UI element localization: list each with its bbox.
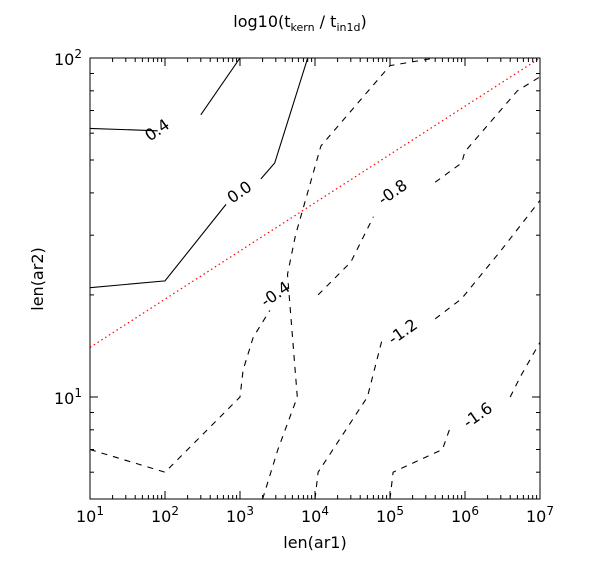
contour-line [90,310,271,473]
contour-label: -0.8 [374,175,410,208]
chart-title: log10(tkern / tin1d) [233,12,366,34]
contour-label: -1.2 [384,315,420,348]
x-tick-label: 105 [376,504,404,526]
contour-line [434,200,540,320]
contour-label: -1.6 [459,398,495,431]
plot-frame [89,57,541,500]
x-tick-label: 106 [451,504,479,526]
contour-line [509,342,540,398]
contour-line [90,204,227,289]
contour-level-neg0_8: -0.8 [314,76,540,499]
contour-line [314,337,384,499]
plot-area: 0.4 0.0 -0.4 -0.8 -1.2 -1.6 [90,58,540,499]
contour-line [317,216,374,296]
contour-line [260,58,309,180]
contour-line [90,127,158,132]
y-axis-label: len(ar2) [28,247,47,310]
contour-label: 0.0 [224,177,256,207]
x-axis-label: len(ar1) [283,533,346,552]
contour-line [262,58,436,499]
x-tick-label: 101 [76,504,104,526]
contour-level-neg0_4: -0.4 [90,58,436,499]
reference-line [90,58,540,348]
contour-level-neg1_2: -1.2 [384,200,540,499]
x-tick-label: 104 [301,504,329,526]
y-tick-label: 102 [54,47,82,69]
contour-label: 0.4 [141,115,173,145]
x-tick-label: 107 [526,504,554,526]
contour-line [200,58,241,116]
contour-level-0_4: 0.4 [90,58,241,145]
y-tick-label: 101 [54,386,82,408]
contour-label: -0.4 [257,277,293,310]
contour-line [434,76,540,183]
x-tick-label: 103 [226,504,254,526]
svg-text:log10(tkern / tin1d): log10(tkern / tin1d) [233,12,366,34]
axis-ticks: 101 102 103 104 105 106 107 101 102 [54,47,554,526]
contour-line [389,429,450,499]
contour-level-0_0: 0.0 [90,58,309,289]
x-tick-label: 102 [151,504,179,526]
contour-level-neg1_6: -1.6 [459,342,540,432]
